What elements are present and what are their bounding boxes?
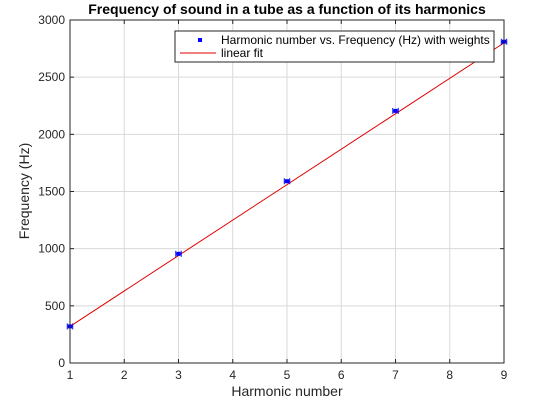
- y-tick-label-5: 2500: [38, 70, 65, 84]
- chart-title: Frequency of sound in a tube as a functi…: [88, 1, 486, 17]
- data-point-3: [392, 107, 399, 114]
- point-marker-2: [285, 179, 289, 184]
- ticks: 1 2 3 4 5 6 7 8 9 0 500 1000 1500 2000 2500 3000: [38, 13, 507, 382]
- data-point-2: [283, 178, 291, 185]
- fit-line-layer: [69, 42, 505, 327]
- y-tick-label-6: 3000: [38, 13, 65, 27]
- x-tick-label-2: 3: [175, 368, 182, 382]
- x-tick-label-3: 4: [229, 368, 236, 382]
- x-tick-label-0: 1: [67, 368, 74, 382]
- legend: Harmonic number vs. Frequency (Hz) with …: [174, 30, 495, 63]
- x-tick-label-7: 8: [446, 368, 453, 382]
- point-marker-1: [176, 251, 181, 256]
- x-tick-label-5: 6: [338, 368, 345, 382]
- legend-box: [174, 30, 495, 63]
- y-tick-label-4: 2000: [38, 127, 65, 141]
- linear-fit-line: [69, 42, 505, 327]
- legend-label-line: linear fit: [221, 46, 264, 60]
- x-tick-label-6: 7: [392, 368, 399, 382]
- x-tick-label-4: 5: [284, 368, 291, 382]
- legend-label-points: Harmonic number vs. Frequency (Hz) with …: [221, 33, 490, 47]
- y-tick-label-0: 0: [58, 356, 65, 370]
- y-axis-label: Frequency (Hz): [16, 143, 32, 239]
- point-marker-3: [393, 108, 398, 113]
- legend-swatch-points: [198, 38, 202, 42]
- y-tick-label-3: 1500: [38, 185, 65, 199]
- x-axis-label: Harmonic number: [231, 383, 343, 399]
- y-tick-label-2: 1000: [38, 242, 65, 256]
- data-point-1: [175, 250, 182, 257]
- y-tick-label-1: 500: [45, 299, 65, 313]
- x-tick-label-8: 9: [501, 368, 508, 382]
- x-tick-label-1: 2: [121, 368, 128, 382]
